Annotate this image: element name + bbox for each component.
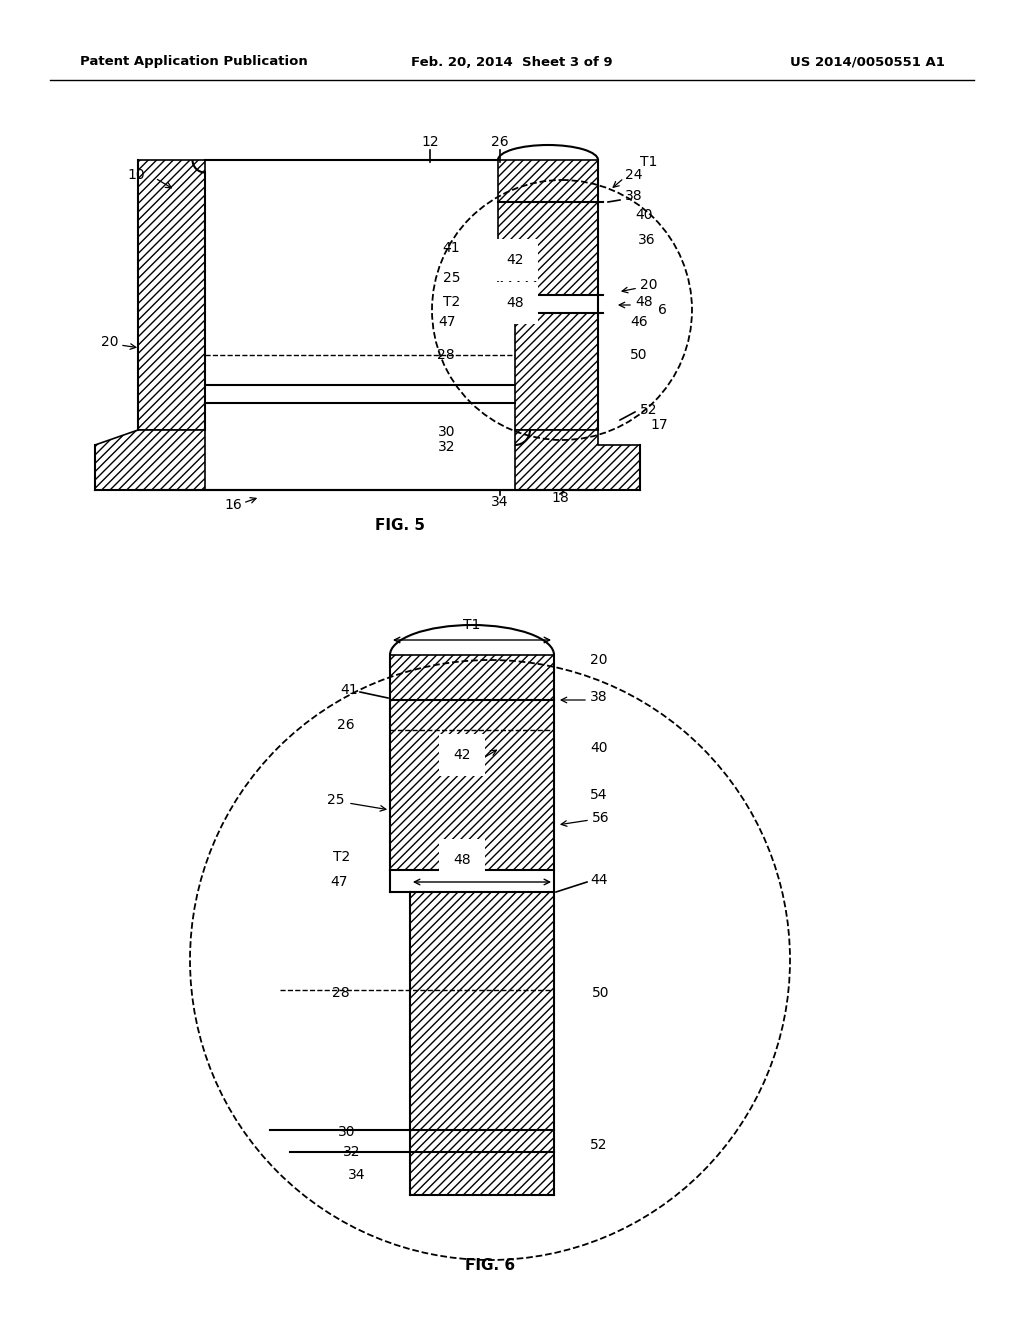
Text: Patent Application Publication: Patent Application Publication bbox=[80, 55, 308, 69]
Text: 44: 44 bbox=[590, 873, 607, 887]
Text: 41: 41 bbox=[442, 242, 460, 255]
Polygon shape bbox=[95, 430, 205, 490]
Text: 36: 36 bbox=[638, 234, 655, 247]
Text: 30: 30 bbox=[338, 1125, 355, 1139]
Text: 38: 38 bbox=[625, 189, 643, 203]
Text: 52: 52 bbox=[640, 403, 657, 417]
Text: 17: 17 bbox=[650, 418, 668, 432]
Text: 25: 25 bbox=[442, 271, 460, 285]
Text: 48: 48 bbox=[454, 853, 471, 867]
Text: FIG. 6: FIG. 6 bbox=[465, 1258, 515, 1272]
Text: 34: 34 bbox=[347, 1168, 365, 1181]
Text: 25: 25 bbox=[328, 793, 345, 807]
Text: 12: 12 bbox=[421, 135, 439, 149]
FancyBboxPatch shape bbox=[138, 160, 205, 430]
Text: 20: 20 bbox=[640, 279, 657, 292]
Text: 47: 47 bbox=[438, 315, 456, 329]
Text: 40: 40 bbox=[635, 209, 652, 222]
Text: 48: 48 bbox=[635, 294, 652, 309]
Text: 50: 50 bbox=[630, 348, 647, 362]
Text: 42: 42 bbox=[506, 253, 523, 267]
Text: 26: 26 bbox=[337, 718, 355, 733]
Text: 30: 30 bbox=[437, 425, 455, 440]
Text: 16: 16 bbox=[224, 498, 242, 512]
Text: 24: 24 bbox=[625, 168, 642, 182]
Text: 32: 32 bbox=[342, 1144, 360, 1159]
Text: 47: 47 bbox=[331, 875, 348, 888]
Text: 52: 52 bbox=[590, 1138, 607, 1152]
FancyBboxPatch shape bbox=[410, 892, 554, 1195]
Text: 48: 48 bbox=[506, 296, 524, 310]
FancyBboxPatch shape bbox=[390, 655, 554, 870]
Text: T2: T2 bbox=[442, 294, 460, 309]
Text: 54: 54 bbox=[590, 788, 607, 803]
Text: 6: 6 bbox=[658, 304, 667, 317]
Text: 20: 20 bbox=[590, 653, 607, 667]
Text: US 2014/0050551 A1: US 2014/0050551 A1 bbox=[791, 55, 945, 69]
Text: T1: T1 bbox=[640, 154, 657, 169]
Text: 38: 38 bbox=[590, 690, 607, 704]
Text: 20: 20 bbox=[100, 335, 118, 348]
Text: 56: 56 bbox=[592, 810, 609, 825]
Text: 46: 46 bbox=[630, 315, 647, 329]
Polygon shape bbox=[515, 430, 640, 490]
Text: 34: 34 bbox=[492, 495, 509, 510]
Text: T1: T1 bbox=[463, 618, 480, 632]
Text: 50: 50 bbox=[592, 986, 609, 1001]
Text: 42: 42 bbox=[454, 748, 471, 762]
Text: 28: 28 bbox=[437, 348, 455, 362]
Text: 41: 41 bbox=[340, 682, 358, 697]
Text: 10: 10 bbox=[127, 168, 145, 182]
Text: 40: 40 bbox=[590, 741, 607, 755]
Text: 32: 32 bbox=[437, 440, 455, 454]
Text: 18: 18 bbox=[551, 491, 569, 506]
Text: 26: 26 bbox=[492, 135, 509, 149]
Text: Feb. 20, 2014  Sheet 3 of 9: Feb. 20, 2014 Sheet 3 of 9 bbox=[412, 55, 612, 69]
Text: 28: 28 bbox=[333, 986, 350, 1001]
FancyBboxPatch shape bbox=[498, 160, 598, 294]
Text: T2: T2 bbox=[333, 850, 350, 865]
Text: FIG. 5: FIG. 5 bbox=[375, 517, 425, 532]
FancyBboxPatch shape bbox=[515, 313, 598, 430]
